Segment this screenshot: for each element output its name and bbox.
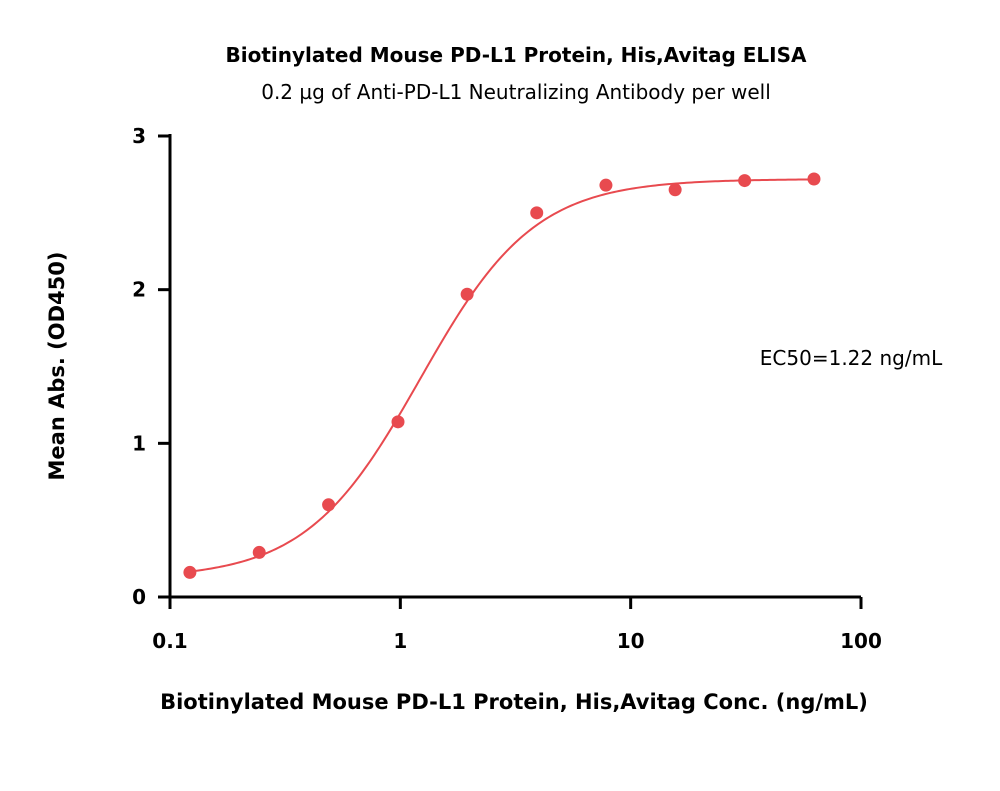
- chart-subtitle: 0.2 µg of Anti-PD-L1 Neutralizing Antibo…: [261, 80, 771, 104]
- data-point: [252, 545, 266, 559]
- x-tick-label: 10: [617, 629, 645, 653]
- x-axis-label: Biotinylated Mouse PD-L1 Protein, His,Av…: [160, 690, 868, 714]
- fit-curve-group: [189, 178, 814, 573]
- ticks: 0 1 2 3 0.1 1 10 100: [132, 124, 882, 653]
- data-points: [183, 172, 821, 579]
- data-point: [322, 498, 336, 512]
- data-point: [738, 174, 752, 188]
- data-point: [668, 183, 682, 197]
- y-tick-label: 0: [132, 585, 146, 609]
- x-tick-label: 100: [840, 629, 882, 653]
- data-point: [391, 415, 405, 429]
- data-point: [183, 565, 197, 579]
- ec50-annotation: EC50=1.22 ng/mL: [760, 346, 943, 370]
- data-point: [460, 287, 474, 301]
- y-axis-label: Mean Abs. (OD450): [45, 252, 69, 481]
- axes: [168, 134, 861, 599]
- x-tick-label: 1: [393, 629, 407, 653]
- data-point: [599, 178, 613, 192]
- y-tick-label: 3: [132, 124, 146, 148]
- data-point: [530, 206, 544, 220]
- chart-title: Biotinylated Mouse PD-L1 Protein, His,Av…: [225, 43, 807, 67]
- x-tick-label: 0.1: [152, 629, 187, 653]
- y-tick-label: 2: [132, 278, 146, 302]
- fit-curve: [189, 178, 814, 573]
- data-point: [807, 172, 821, 186]
- y-tick-label: 1: [132, 431, 146, 455]
